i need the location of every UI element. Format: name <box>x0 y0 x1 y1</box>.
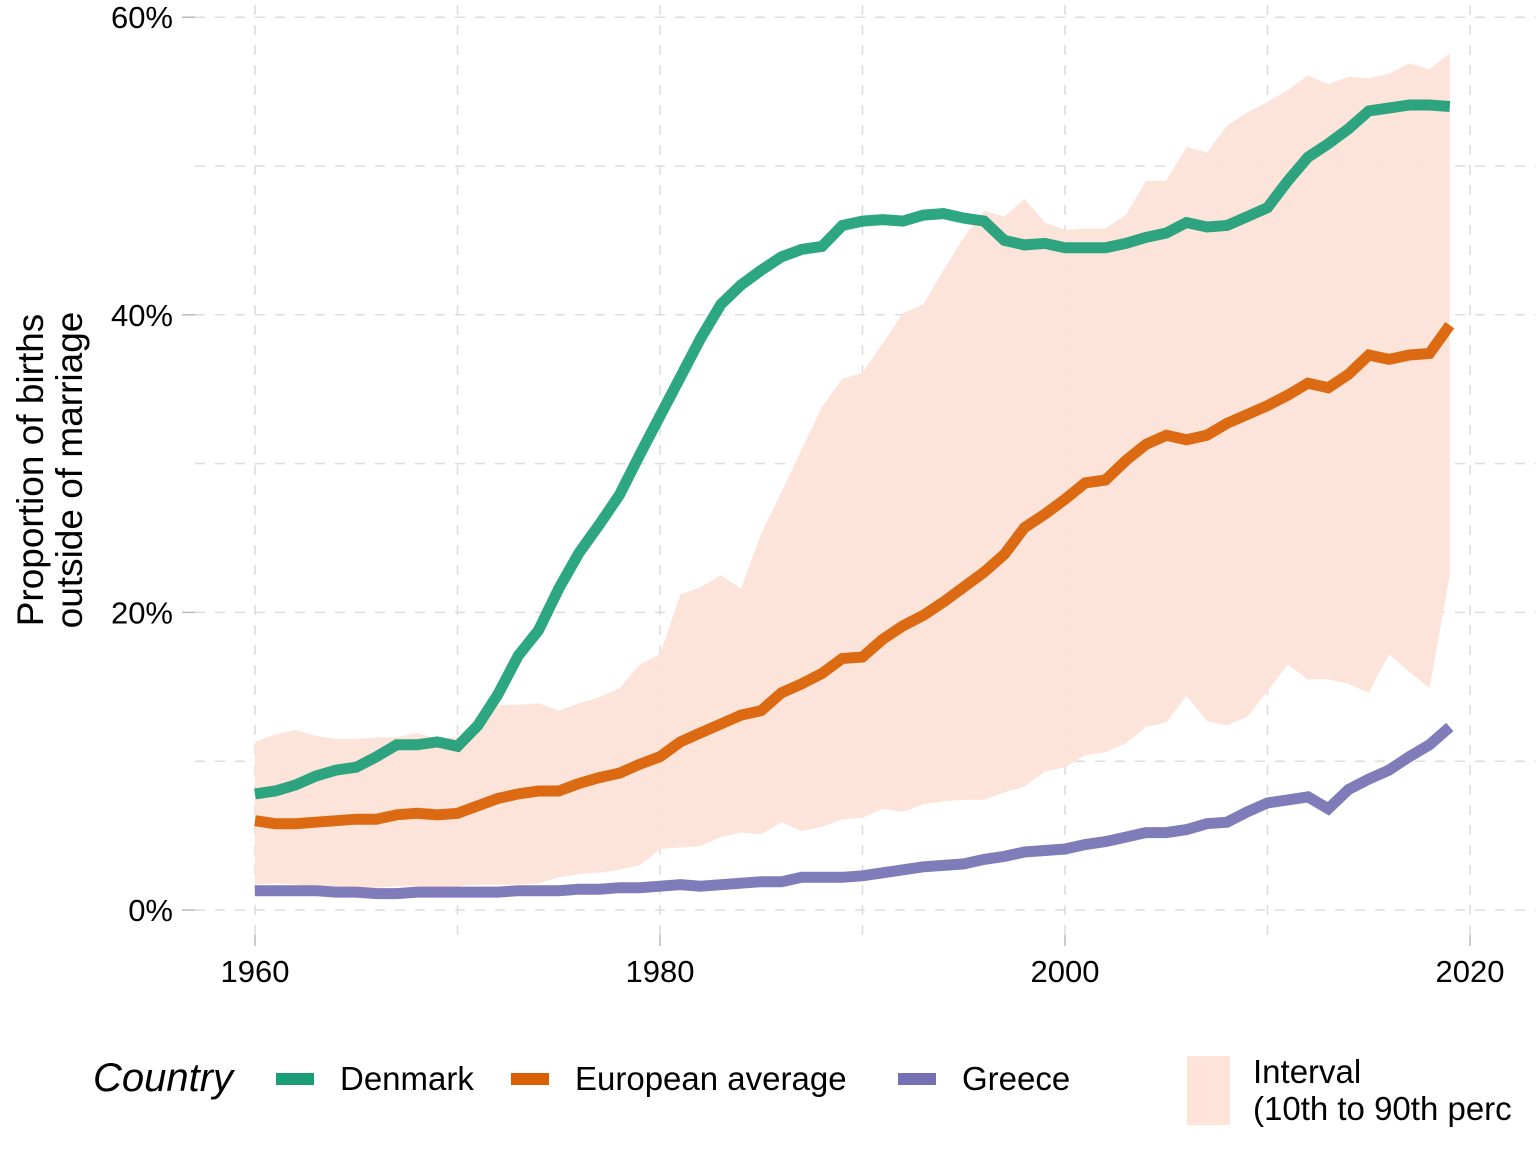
legend-item-denmark: Denmark <box>276 1060 474 1098</box>
legend-label-greece: Greece <box>962 1060 1071 1097</box>
legend-swatch-greece <box>898 1073 936 1085</box>
legend-title: Country <box>93 1056 234 1100</box>
x-tick-label: 1960 <box>221 954 290 989</box>
series-line-greece <box>255 722 1454 900</box>
y-tick-label: 40% <box>111 298 173 333</box>
legend-item-greece: Greece <box>898 1060 1070 1098</box>
interval-band-layer <box>255 52 1450 888</box>
y-tick-label: 60% <box>111 0 173 35</box>
legend-swatch-european-average <box>511 1073 549 1085</box>
legend-label-interval-line-1: Interval <box>1253 1053 1362 1090</box>
legend-swatch-denmark <box>276 1073 314 1085</box>
y-axis-title-line-1: Proportion of births <box>10 314 51 627</box>
legend-label-interval: Interval (10th to 90th perc <box>1253 1053 1512 1127</box>
legend-label-denmark: Denmark <box>340 1060 474 1097</box>
legend-swatch-interval <box>1187 1056 1230 1125</box>
x-tick-label: 1980 <box>626 954 695 989</box>
legend-label-european-average: European average <box>575 1060 847 1097</box>
series-lines-layer <box>254 99 1455 900</box>
y-tick-label: 0% <box>128 893 173 928</box>
x-axis: 1960 1980 2000 2020 <box>221 935 1505 989</box>
y-axis-title-line-2: outside of marriage <box>49 312 90 629</box>
interval-band <box>255 52 1450 888</box>
series-line-european-average <box>254 321 1455 830</box>
y-tick-label: 20% <box>111 595 173 630</box>
x-tick-label: 2000 <box>1031 954 1100 989</box>
legend-item-european-average: European average <box>511 1060 847 1098</box>
series-line-denmark <box>254 99 1451 800</box>
chart: 0% 20% 40% 60% 1960 1980 2000 2020 Proportion … <box>10 0 1536 989</box>
legend-label-interval-line-2: (10th to 90th perc <box>1253 1090 1512 1127</box>
y-axis: 0% 20% 40% 60% <box>111 0 195 928</box>
x-tick-label: 2020 <box>1436 954 1505 989</box>
